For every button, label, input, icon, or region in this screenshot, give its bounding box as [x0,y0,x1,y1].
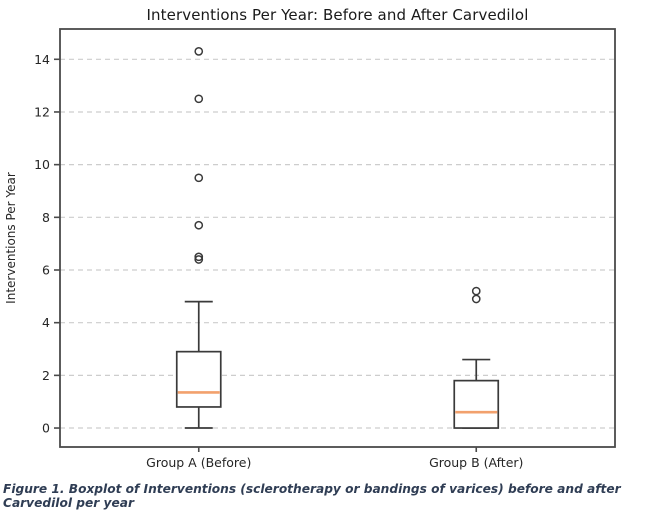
y-tick-label: 10 [34,157,50,172]
x-tick-label: Group A (Before) [146,455,251,470]
y-tick-label: 12 [34,104,50,119]
outlier-point [194,94,204,104]
y-tick-label: 14 [34,52,50,67]
outlier-point [471,294,481,304]
outlier-point [194,173,204,183]
y-axis: 0 2 4 6 8 10 12 14 [34,52,60,436]
outlier-point [471,286,481,296]
outlier-point [194,252,204,262]
box-group-a-before [175,47,222,429]
box-group-b-after [453,286,500,429]
y-tick-label: 8 [42,210,50,225]
outlier-point [194,255,204,264]
outlier-point [194,220,204,230]
iqr-box [175,350,222,408]
y-tick-label: 6 [42,263,50,278]
outlier-point [194,47,204,56]
y-tick-label: 2 [42,368,50,383]
gridlines [60,58,615,429]
iqr-box [453,379,500,429]
y-tick-label: 4 [42,315,50,330]
y-tick-label: 0 [42,421,50,436]
figure-caption: Figure 1. Boxplot of Interventions (scle… [3,482,621,510]
chart-title: Interventions Per Year: Before and After… [146,6,529,24]
plot-border [59,28,616,448]
x-axis: Group A (Before) Group B (After) [146,447,523,470]
x-tick-label: Group B (After) [429,455,523,470]
